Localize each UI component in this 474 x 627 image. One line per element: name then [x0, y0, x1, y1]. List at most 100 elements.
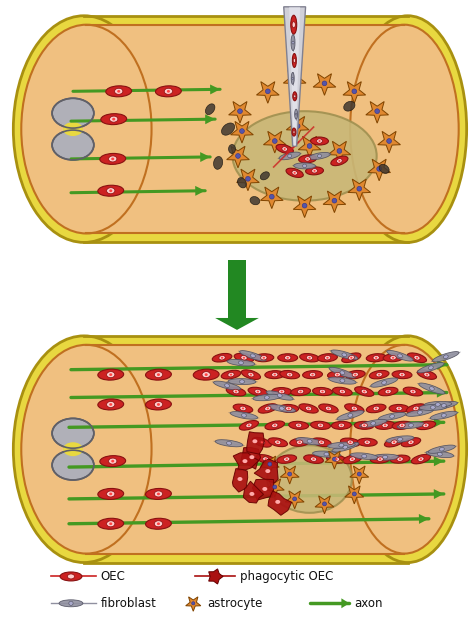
Ellipse shape — [399, 458, 401, 460]
Polygon shape — [313, 74, 336, 95]
Ellipse shape — [237, 109, 242, 113]
Ellipse shape — [328, 371, 347, 379]
Ellipse shape — [167, 90, 170, 93]
Ellipse shape — [413, 406, 419, 411]
Ellipse shape — [306, 356, 313, 360]
Ellipse shape — [193, 369, 219, 380]
Ellipse shape — [354, 374, 356, 376]
Ellipse shape — [263, 357, 265, 359]
Ellipse shape — [393, 441, 395, 443]
Ellipse shape — [387, 391, 389, 393]
Ellipse shape — [240, 350, 266, 361]
Ellipse shape — [214, 157, 223, 169]
Ellipse shape — [219, 356, 225, 360]
Ellipse shape — [399, 423, 405, 428]
Ellipse shape — [98, 488, 124, 500]
Ellipse shape — [375, 421, 395, 429]
Ellipse shape — [290, 438, 310, 446]
Ellipse shape — [293, 172, 296, 174]
Ellipse shape — [296, 440, 303, 445]
Ellipse shape — [291, 15, 297, 34]
Ellipse shape — [441, 404, 446, 408]
Ellipse shape — [157, 493, 160, 495]
Ellipse shape — [385, 389, 391, 394]
Ellipse shape — [333, 457, 339, 461]
Ellipse shape — [312, 387, 332, 396]
Ellipse shape — [331, 156, 348, 166]
Polygon shape — [84, 336, 408, 562]
Ellipse shape — [416, 421, 436, 429]
Polygon shape — [348, 179, 371, 201]
Ellipse shape — [146, 488, 172, 500]
Ellipse shape — [310, 372, 316, 377]
Polygon shape — [264, 132, 286, 153]
Ellipse shape — [317, 423, 324, 428]
Ellipse shape — [329, 367, 356, 378]
Ellipse shape — [236, 154, 240, 158]
Ellipse shape — [277, 455, 297, 463]
Ellipse shape — [280, 371, 300, 379]
Ellipse shape — [384, 438, 404, 447]
Ellipse shape — [285, 458, 288, 460]
Ellipse shape — [378, 387, 398, 396]
Ellipse shape — [406, 408, 434, 416]
Ellipse shape — [228, 379, 256, 384]
Ellipse shape — [107, 491, 115, 497]
Ellipse shape — [409, 424, 413, 427]
Ellipse shape — [107, 521, 115, 527]
Ellipse shape — [233, 111, 377, 201]
Ellipse shape — [338, 423, 345, 428]
Ellipse shape — [100, 456, 126, 466]
Ellipse shape — [342, 353, 347, 357]
Ellipse shape — [257, 391, 259, 393]
Polygon shape — [289, 7, 300, 146]
Ellipse shape — [333, 387, 352, 396]
Ellipse shape — [109, 189, 112, 192]
Ellipse shape — [430, 401, 457, 409]
Polygon shape — [215, 318, 259, 330]
Ellipse shape — [100, 154, 126, 164]
Ellipse shape — [21, 345, 152, 554]
Ellipse shape — [164, 88, 173, 94]
Ellipse shape — [343, 445, 348, 449]
Ellipse shape — [331, 421, 351, 429]
Ellipse shape — [424, 372, 430, 377]
Ellipse shape — [155, 491, 163, 497]
Ellipse shape — [263, 457, 269, 461]
Ellipse shape — [350, 345, 459, 554]
Ellipse shape — [293, 58, 295, 63]
Ellipse shape — [155, 372, 163, 377]
Ellipse shape — [337, 159, 342, 163]
Ellipse shape — [268, 462, 272, 466]
Ellipse shape — [296, 438, 323, 445]
Ellipse shape — [429, 387, 434, 391]
Ellipse shape — [317, 139, 322, 143]
Polygon shape — [256, 82, 279, 103]
Ellipse shape — [63, 442, 83, 456]
Ellipse shape — [340, 371, 345, 374]
Ellipse shape — [350, 24, 459, 233]
Ellipse shape — [428, 366, 433, 369]
Ellipse shape — [295, 124, 300, 129]
Ellipse shape — [273, 374, 276, 376]
Ellipse shape — [328, 442, 356, 448]
Ellipse shape — [249, 492, 255, 496]
Ellipse shape — [266, 391, 293, 400]
Ellipse shape — [319, 140, 320, 142]
Ellipse shape — [292, 128, 296, 136]
Ellipse shape — [366, 441, 368, 443]
Ellipse shape — [351, 458, 354, 460]
Ellipse shape — [221, 357, 223, 359]
Ellipse shape — [246, 176, 250, 181]
Ellipse shape — [288, 154, 292, 158]
Ellipse shape — [432, 352, 459, 362]
Polygon shape — [437, 360, 447, 370]
Ellipse shape — [327, 455, 346, 463]
Text: phagocytic OEC: phagocytic OEC — [240, 570, 333, 583]
Ellipse shape — [371, 378, 398, 387]
Ellipse shape — [272, 387, 292, 396]
Ellipse shape — [243, 459, 247, 463]
Ellipse shape — [339, 443, 344, 447]
Ellipse shape — [60, 572, 82, 581]
Ellipse shape — [273, 139, 277, 144]
